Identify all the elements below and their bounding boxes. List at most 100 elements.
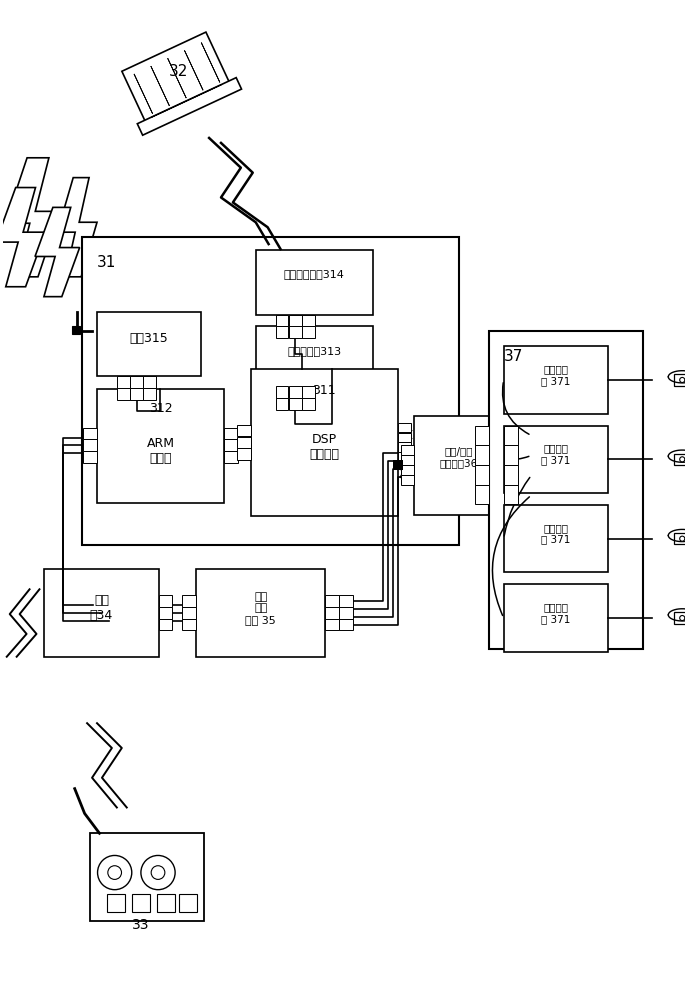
Bar — [132, 894, 150, 912]
Text: 电子调速
器 371: 电子调速 器 371 — [541, 523, 570, 545]
Bar — [488, 331, 643, 649]
Bar — [475, 465, 488, 485]
Bar — [504, 465, 517, 485]
Circle shape — [680, 377, 685, 383]
Bar — [400, 475, 414, 485]
Polygon shape — [6, 158, 60, 277]
Text: 311: 311 — [312, 384, 336, 397]
Bar — [674, 533, 688, 544]
Text: 信号
转换
模块 35: 信号 转换 模块 35 — [246, 592, 276, 625]
Bar — [276, 315, 288, 326]
Bar — [325, 595, 339, 607]
Bar — [138, 78, 241, 135]
Text: 33: 33 — [132, 918, 150, 932]
Bar — [89, 833, 204, 921]
Bar — [117, 376, 129, 388]
Bar — [256, 250, 373, 315]
Bar — [196, 569, 325, 657]
Bar — [182, 619, 196, 630]
Circle shape — [680, 615, 685, 621]
Bar — [398, 423, 411, 432]
Bar — [674, 454, 688, 465]
Bar — [400, 445, 414, 455]
Bar — [325, 607, 339, 619]
Bar — [475, 485, 488, 504]
Bar — [45, 569, 158, 657]
Bar — [97, 389, 224, 503]
Bar — [276, 326, 288, 338]
Text: 接收
机34: 接收 机34 — [90, 594, 113, 622]
FancyArrowPatch shape — [504, 477, 530, 536]
Bar — [143, 376, 156, 388]
Bar — [504, 485, 517, 504]
Bar — [289, 315, 301, 326]
Bar — [224, 428, 238, 439]
Circle shape — [108, 866, 122, 879]
Bar — [83, 428, 97, 439]
Text: 无线数传模块314: 无线数传模块314 — [284, 269, 345, 279]
Bar — [504, 426, 608, 493]
Bar — [83, 439, 97, 451]
Bar — [504, 505, 608, 572]
Bar — [182, 607, 196, 619]
Polygon shape — [0, 188, 45, 287]
Bar — [143, 388, 156, 400]
Bar — [256, 326, 373, 386]
Bar — [302, 326, 314, 338]
Bar — [475, 445, 488, 465]
Text: DSP
主控制器: DSP 主控制器 — [309, 433, 339, 461]
FancyArrowPatch shape — [502, 383, 529, 434]
Bar — [107, 894, 125, 912]
Bar — [72, 326, 80, 334]
FancyArrowPatch shape — [506, 456, 529, 460]
Bar — [504, 584, 608, 652]
Text: 声纳315: 声纳315 — [130, 332, 169, 345]
Bar — [339, 595, 353, 607]
Polygon shape — [57, 178, 97, 277]
Circle shape — [680, 457, 685, 462]
Bar — [339, 607, 353, 619]
Bar — [504, 346, 608, 414]
Circle shape — [141, 855, 175, 890]
Bar — [250, 369, 398, 516]
Bar — [674, 374, 688, 386]
Bar — [276, 398, 288, 410]
Circle shape — [680, 536, 685, 541]
Bar — [182, 595, 196, 607]
Bar — [83, 451, 97, 463]
Bar — [237, 437, 250, 448]
Bar — [117, 388, 129, 400]
Bar — [179, 894, 197, 912]
Bar — [414, 416, 504, 515]
Text: 电子调速
器 371: 电子调速 器 371 — [541, 602, 570, 624]
Text: 312: 312 — [149, 402, 172, 415]
Bar — [398, 442, 411, 452]
Bar — [400, 465, 414, 475]
Bar — [398, 433, 411, 442]
Bar — [393, 460, 402, 470]
Text: 37: 37 — [504, 349, 523, 364]
Bar — [398, 452, 411, 462]
Bar — [224, 439, 238, 451]
Bar — [158, 619, 173, 630]
Bar — [504, 426, 517, 445]
Text: 31: 31 — [97, 255, 116, 270]
Bar — [325, 619, 339, 630]
Bar — [276, 386, 288, 398]
Circle shape — [98, 855, 132, 890]
Bar — [289, 398, 301, 410]
Circle shape — [151, 866, 165, 879]
Bar — [224, 451, 238, 463]
Polygon shape — [35, 207, 80, 297]
Bar — [400, 455, 414, 465]
Text: 32: 32 — [169, 64, 189, 79]
Bar — [289, 386, 301, 398]
Bar — [674, 612, 688, 624]
Bar — [157, 894, 175, 912]
Text: ARM
控制器: ARM 控制器 — [147, 437, 175, 465]
Text: 机载传感器313: 机载传感器313 — [287, 346, 341, 356]
Bar — [158, 595, 173, 607]
Text: 电子调速
器 371: 电子调速 器 371 — [541, 444, 570, 465]
Text: 电子调速
器 371: 电子调速 器 371 — [541, 364, 570, 386]
Text: 手动/自动
切换芯片36: 手动/自动 切换芯片36 — [440, 447, 478, 468]
